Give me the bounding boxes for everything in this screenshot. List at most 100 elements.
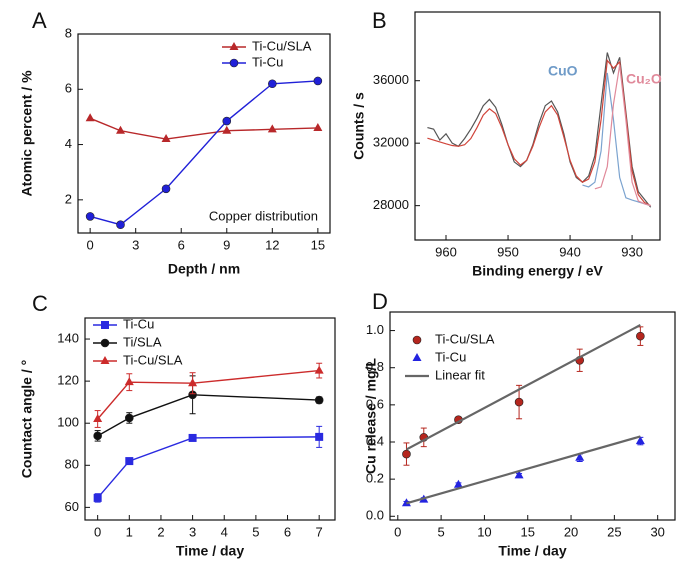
x-tick-label: 930	[621, 244, 643, 259]
marker	[116, 220, 125, 230]
legend-marker	[101, 321, 109, 329]
marker	[85, 212, 95, 221]
annotation: CuO	[548, 63, 578, 79]
marker	[313, 122, 323, 131]
marker	[125, 413, 134, 423]
x-tick-label: 5	[252, 524, 259, 539]
marker	[188, 433, 197, 442]
y-tick-label: 8	[65, 25, 72, 40]
marker	[93, 414, 103, 422]
x-tick-label: 7	[316, 524, 323, 539]
x-tick-label: 20	[564, 524, 578, 539]
x-tick-label: 0	[94, 524, 101, 539]
series-line	[594, 65, 651, 207]
x-tick-label: 9	[223, 237, 230, 252]
marker	[314, 395, 324, 405]
y-tick-label: 6	[65, 81, 72, 96]
plot-frame	[389, 311, 676, 521]
y-tick-label: 32000	[373, 135, 409, 150]
y-axis-title: Cu release / mg/L	[363, 358, 379, 474]
marker	[635, 436, 645, 445]
panel-letter: D	[372, 289, 388, 314]
x-axis-title: Depth / nm	[168, 261, 240, 277]
x-tick-label: 960	[435, 244, 457, 259]
marker	[116, 125, 126, 134]
legend-marker	[229, 42, 239, 50]
legend-marker	[100, 338, 110, 348]
y-tick-label: 60	[65, 499, 79, 514]
panel-letter: B	[372, 8, 387, 33]
series-line	[97, 369, 320, 420]
y-tick-label: 0.0	[366, 508, 384, 523]
x-tick-label: 4	[221, 524, 228, 539]
series-line	[427, 52, 652, 208]
marker	[93, 431, 102, 441]
x-tick-label: 12	[265, 237, 279, 252]
plot-frame	[77, 33, 331, 234]
y-tick-label: 100	[57, 415, 79, 430]
marker	[161, 134, 171, 143]
plot-frame	[84, 317, 336, 521]
y-axis-title: Atomic percent / %	[19, 70, 35, 197]
y-tick-label: 0.6	[366, 396, 384, 411]
legend-label: Ti/SLA	[123, 334, 162, 349]
series-line	[89, 117, 318, 140]
series-line	[427, 58, 651, 207]
x-axis-title: Time / day	[498, 543, 566, 559]
panel-letter: C	[32, 291, 48, 316]
legend-label: Ti-Cu	[123, 316, 154, 331]
marker	[124, 377, 134, 386]
x-tick-label: 0	[87, 237, 94, 252]
legend-marker	[412, 353, 422, 361]
y-tick-label: 0.2	[366, 471, 384, 486]
y-tick-label: 140	[57, 330, 79, 345]
x-tick-label: 15	[311, 237, 325, 252]
marker	[314, 365, 324, 374]
x-tick-label: 1	[126, 524, 133, 539]
series-line	[97, 436, 320, 499]
y-tick-label: 80	[65, 457, 79, 472]
y-tick-label: 36000	[373, 72, 409, 87]
legend-marker	[412, 335, 422, 345]
annotation: Copper distribution	[209, 208, 318, 223]
x-tick-label: 30	[650, 524, 664, 539]
marker	[161, 184, 171, 194]
y-tick-label: 2	[65, 191, 72, 206]
marker	[315, 432, 324, 441]
x-tick-label: 2	[157, 524, 164, 539]
x-tick-label: 3	[189, 524, 196, 539]
fit-line	[405, 324, 641, 451]
series-line	[582, 72, 651, 207]
marker	[514, 470, 524, 479]
legend-label: Ti-Cu/SLA	[252, 38, 312, 53]
legend-marker	[229, 58, 239, 68]
legend-label: Ti-Cu	[435, 349, 466, 364]
legend-label: Ti-Cu/SLA	[435, 331, 495, 346]
legend-label: Linear fit	[435, 367, 485, 382]
y-tick-label: 120	[57, 373, 79, 388]
x-tick-label: 10	[477, 524, 491, 539]
y-tick-label: 28000	[373, 197, 409, 212]
x-tick-label: 940	[559, 244, 581, 259]
legend-label: Ti-Cu/SLA	[123, 352, 183, 367]
x-tick-label: 5	[437, 524, 444, 539]
legend-label: Ti-Cu	[252, 54, 283, 69]
y-tick-label: 1.0	[366, 322, 384, 337]
marker	[402, 449, 411, 459]
y-tick-label: 0.4	[366, 433, 384, 448]
x-tick-label: 6	[178, 237, 185, 252]
panel-letter: A	[32, 8, 47, 33]
marker	[222, 125, 232, 134]
marker	[514, 397, 524, 407]
plot-frame	[414, 11, 661, 241]
series-line	[97, 394, 320, 437]
annotation: Cu₂O	[626, 71, 662, 87]
marker	[267, 124, 277, 133]
fit-line	[406, 435, 641, 505]
y-axis-title: Countact angle / °	[19, 360, 35, 478]
legend-marker	[100, 356, 110, 364]
marker	[313, 76, 323, 86]
x-tick-label: 25	[607, 524, 621, 539]
y-axis-title: Counts / s	[351, 92, 367, 160]
marker	[268, 79, 277, 89]
